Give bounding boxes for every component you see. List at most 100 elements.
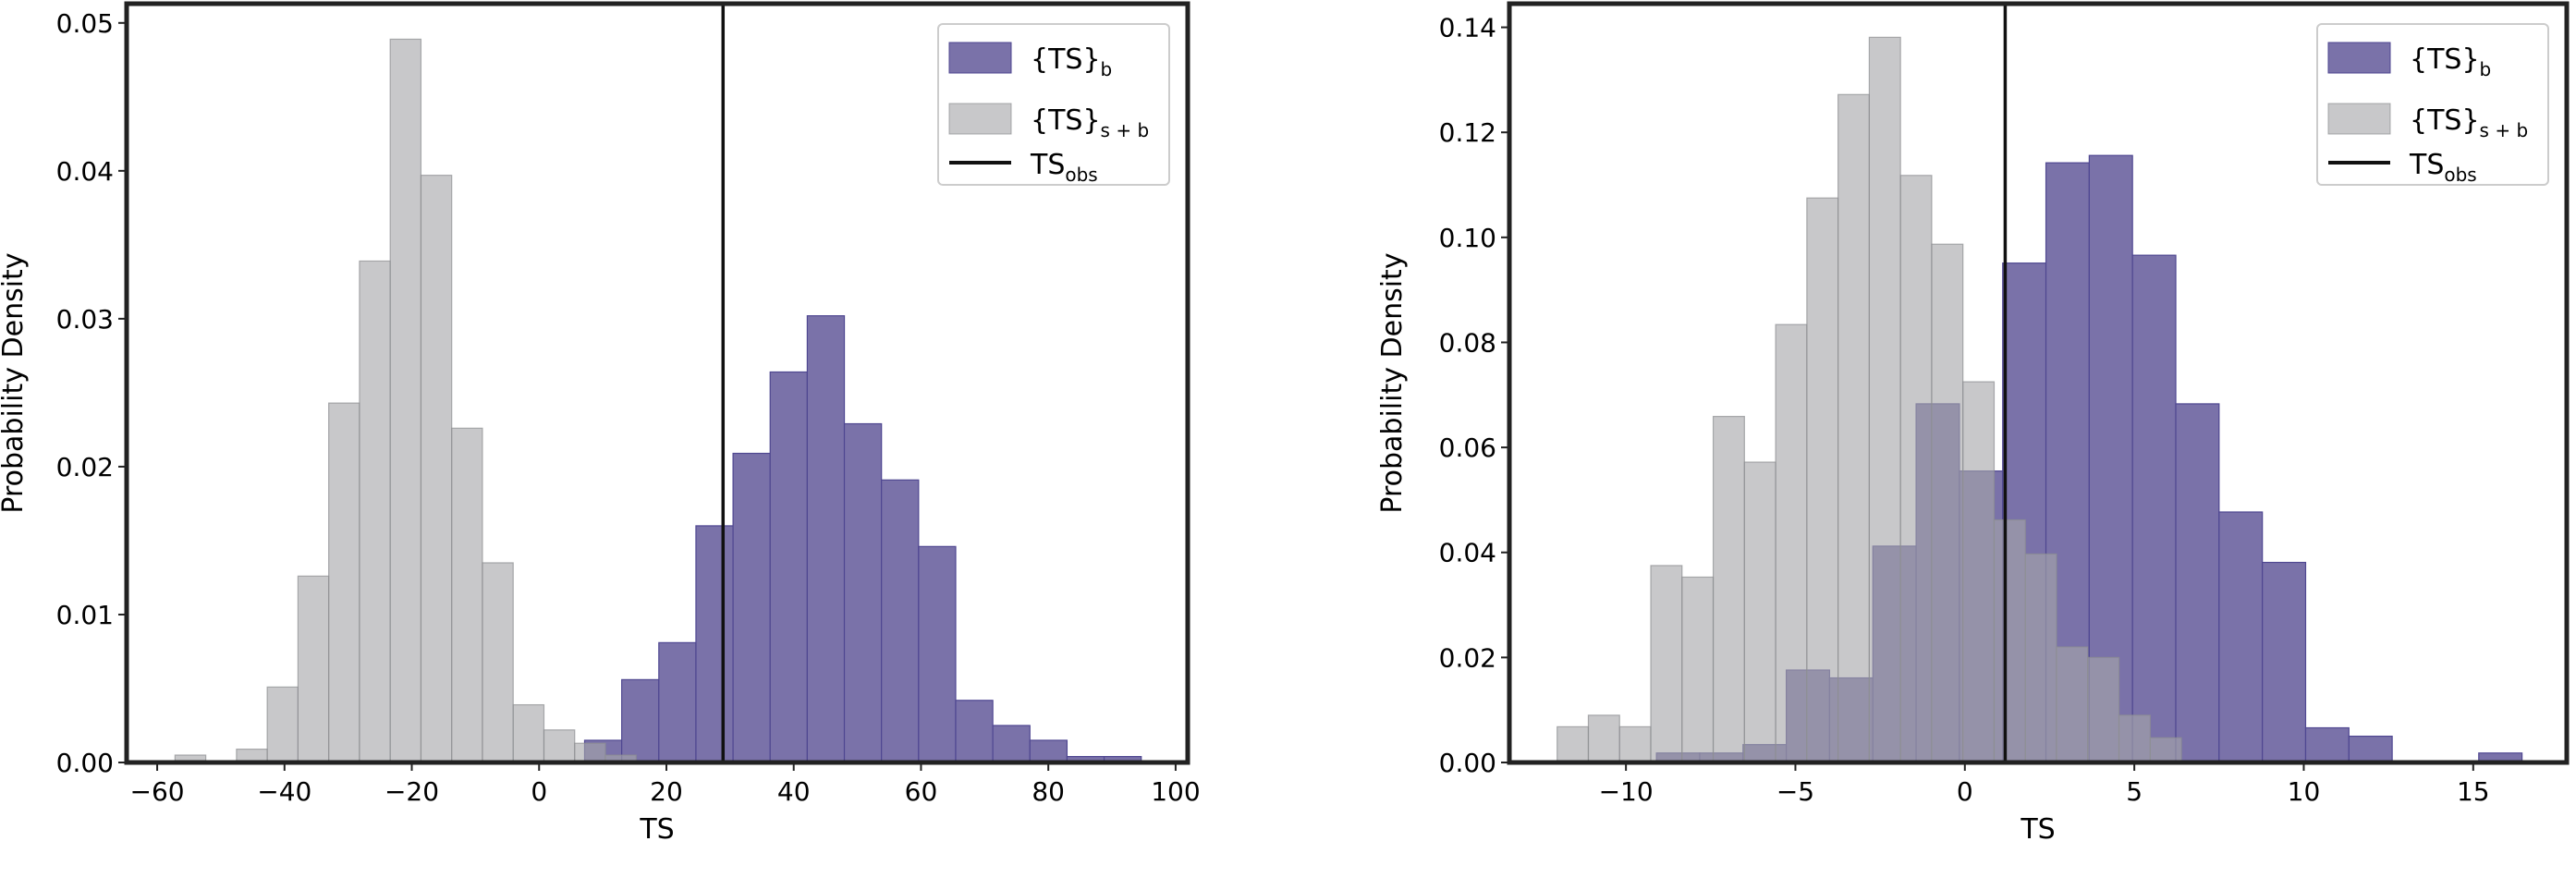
y-tick-label: 0.08 [1439,327,1496,358]
x-tick-label: 0 [1957,776,1973,807]
left-histogram-panel: −60 −40 −20 0 20 40 60 80 100 0.00 0.01 0.02 0.03 0.0… [0,1,1201,846]
ts-sb-bar [1557,726,1590,763]
ts-b-bar [881,479,920,763]
legend-label-sub: s + b [2480,119,2529,141]
axes-frame [1507,1,2570,765]
y-tick-label: 0.01 [56,600,114,630]
legend-label: {TS}b [2410,43,2491,80]
legend-label-sub: obs [1065,164,1097,186]
legend-label: TSobs [1030,149,1098,186]
ts-b-bar [658,641,697,763]
x-tick-label: −10 [1599,776,1654,807]
ts-sb-bar [451,427,483,763]
ts-sb-bar [1775,323,1808,763]
y-tick-label: 0.02 [1439,642,1496,673]
ts-sb-bar [1868,36,1901,763]
ts-sb-bar [2087,656,2120,763]
ts-sb-bar [328,402,360,763]
x-axis-label: TS [2020,813,2055,846]
x-tick-label: 20 [650,776,683,807]
y-tick-label: 0.06 [1439,433,1496,463]
ts-b-bar [843,422,883,763]
ts-sb-bar [512,703,545,763]
ts-sb-bar [420,175,453,763]
x-tick-label: 15 [2457,776,2490,807]
legend-label-sub: b [1101,58,1113,80]
y-axis-label: Probability Density [1376,252,1409,513]
legend-label-main: TS [1030,149,1065,181]
y-tick-label: 0.14 [1439,13,1496,43]
axes-frame [124,1,1190,765]
ts-sb-bar [1681,576,1715,763]
ts-b-bar [2175,403,2220,763]
ts-b-bar [992,725,1031,763]
y-tick-label: 0.04 [56,156,114,187]
legend-label-sub: obs [2444,164,2476,186]
ts-b-bar [2218,511,2264,763]
right-histogram-panel: −10 −5 0 5 10 15 0.00 0.02 0.04 0.06 0.08 0.10 0.12 0… [1376,1,2570,846]
ts-sb-bar [1712,415,1745,763]
x-tick-label: −5 [1776,776,1814,807]
ts-b-bar [918,545,957,763]
x-tick-label: 60 [905,776,938,807]
y-tick-label: 0.05 [56,8,114,39]
ts-b-bar [769,371,808,763]
ts-b-bar [2262,561,2307,763]
x-tick-label: 100 [1151,776,1200,807]
legend-label-main: {TS} [2410,104,2480,137]
y-tick-label: 0.12 [1439,117,1496,148]
legend-label-main: {TS} [1031,104,1101,137]
y-tick-label: 0.03 [56,304,114,335]
legend-label-main: {TS} [1031,43,1101,76]
legend-label: {TS}b [1031,43,1112,80]
legend-swatch-sb [2327,103,2391,135]
ts-sb-bar [574,742,606,763]
ts-sb-bar [2024,553,2057,763]
legend-label-main: TS [2409,149,2444,181]
y-tick-label: 0.10 [1439,223,1496,253]
ts-sb-bar [1931,243,1964,763]
y-axis-label: Probability Density [0,252,30,513]
x-tick-label: −20 [385,776,439,807]
y-tick-label: 0.04 [1439,538,1496,568]
ts-sb-bar [266,686,299,763]
ts-sb-bar [2056,646,2089,763]
x-tick-label: 40 [777,776,811,807]
ts-b-bar [806,315,846,763]
ts-b-bar [2304,726,2350,763]
ts-sb-bar [359,260,391,763]
legend-label: {TS}s + b [1031,104,1149,141]
x-tick-label: 10 [2288,776,2321,807]
ts-sb-bar [1587,714,1620,763]
ts-sb-bar [1993,518,2026,763]
legend-swatch-b [948,42,1012,74]
x-axis-label: TS [639,813,674,846]
ts-sb-bar [1962,381,1996,763]
ts-sb-bar [2118,714,2151,763]
ts-b-bar [621,678,660,763]
legend-swatch-b [2327,42,2391,74]
x-tick-label: 5 [2126,776,2143,807]
ts-sb-bar [1618,726,1652,763]
legend-label-sub: b [2480,58,2492,80]
ts-sb-bar [1650,565,1683,763]
y-tick-label: 0.00 [56,748,114,778]
y-tick-label: 0.00 [1439,748,1496,778]
x-tick-label: 80 [1032,776,1065,807]
legend-label: {TS}s + b [2410,104,2528,141]
ts-b-bar [1029,739,1068,763]
ts-b-bar [2348,735,2393,763]
ts-b-bar [955,700,994,763]
ts-sb-bar [297,575,330,763]
x-tick-label: 0 [531,776,547,807]
x-tick-label: −40 [257,776,311,807]
ts-sb-bar [543,729,576,763]
ts-sb-bar [1806,197,1839,763]
ts-sb-bar [1837,93,1871,763]
x-tick-label: −60 [130,776,185,807]
legend-label: TSobs [2409,149,2477,186]
ts-sb-bar [1899,175,1933,763]
ts-sb-bar [1743,461,1776,763]
